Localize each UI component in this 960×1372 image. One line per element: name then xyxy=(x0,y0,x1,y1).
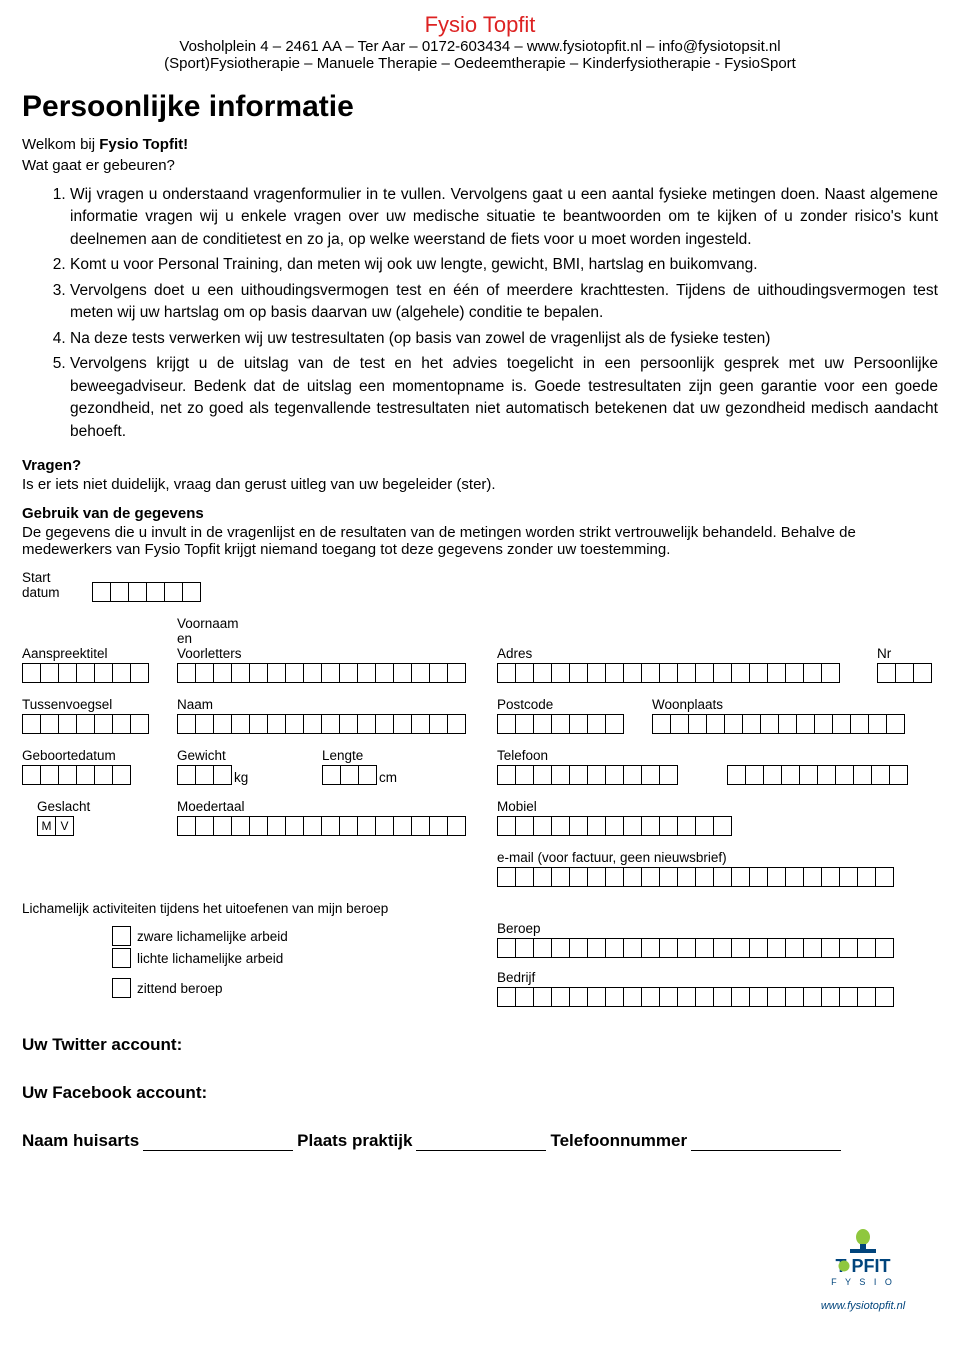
input-geslacht-v[interactable]: V xyxy=(55,816,74,836)
input-geboortedatum[interactable] xyxy=(22,765,177,785)
label-zittend: zittend beroep xyxy=(137,981,223,996)
unit-kg: kg xyxy=(234,770,248,785)
label-geboortedatum: Geboortedatum xyxy=(22,748,177,763)
step-3: Vervolgens doet u een uithoudingsvermoge… xyxy=(70,280,938,325)
label-zware: zware lichamelijke arbeid xyxy=(137,929,288,944)
input-telefoon-2[interactable] xyxy=(727,765,908,785)
usage-body: De gegevens die u invult in de vragenlij… xyxy=(22,524,938,558)
input-naam[interactable] xyxy=(177,714,497,734)
input-geslacht-m[interactable]: M xyxy=(37,816,56,836)
step-2: Komt u voor Personal Training, dan meten… xyxy=(70,254,938,276)
input-tussenvoegsel[interactable] xyxy=(22,714,177,734)
input-voornaam[interactable] xyxy=(177,663,497,683)
steps-list: Wij vragen u onderstaand vragenformulier… xyxy=(22,184,938,443)
checkbox-zware[interactable] xyxy=(112,926,131,946)
input-aanspreektitel[interactable] xyxy=(22,663,177,683)
input-email[interactable] xyxy=(497,867,894,887)
input-telefoon-1[interactable] xyxy=(497,765,727,785)
unit-cm: cm xyxy=(379,770,397,785)
step-1: Wij vragen u onderstaand vragenformulier… xyxy=(70,184,938,251)
label-geslacht: Geslacht xyxy=(37,799,177,814)
label-voornaam: Voornaam en Voorletters xyxy=(177,616,497,661)
welcome-line: Welkom bij Fysio Topfit! xyxy=(22,136,938,153)
input-gewicht[interactable] xyxy=(177,765,232,785)
svg-text:F Y S I O: F Y S I O xyxy=(831,1277,895,1287)
label-woonplaats: Woonplaats xyxy=(652,697,905,712)
footer-fields: Naam huisarts Plaats praktijk Telefoonnu… xyxy=(22,1131,938,1151)
label-start-datum: Start datum xyxy=(22,570,92,600)
step-4: Na deze tests verwerken wij uw testresul… xyxy=(70,328,938,350)
label-nr: Nr xyxy=(877,646,932,661)
label-moedertaal: Moedertaal xyxy=(177,799,497,814)
label-lengte: Lengte xyxy=(322,748,377,763)
header-services: (Sport)Fysiotherapie – Manuele Therapie … xyxy=(22,55,938,72)
label-naam: Naam xyxy=(177,697,497,712)
input-moedertaal[interactable] xyxy=(177,816,497,836)
label-email: e-mail (voor factuur, geen nieuwsbrief) xyxy=(497,850,894,865)
questions-heading: Vragen? xyxy=(22,457,938,474)
input-start-datum[interactable] xyxy=(92,582,201,602)
label-activity: Lichamelijk activiteiten tijdens het uit… xyxy=(22,901,497,916)
label-lichte: lichte lichamelijke arbeid xyxy=(137,951,283,966)
input-adres[interactable] xyxy=(497,663,877,683)
label-gewicht: Gewicht xyxy=(177,748,232,763)
input-lengte[interactable] xyxy=(322,765,377,785)
input-beroep[interactable] xyxy=(497,938,894,958)
input-mobiel[interactable] xyxy=(497,816,732,836)
header-contact: Vosholplein 4 – 2461 AA – Ter Aar – 0172… xyxy=(22,38,938,55)
twitter-line: Uw Twitter account: xyxy=(22,1035,938,1055)
label-mobiel: Mobiel xyxy=(497,799,732,814)
what-happens: Wat gaat er gebeuren? xyxy=(22,157,938,174)
brand-logo: T PFIT F Y S I O www.fysiotopfit.nl xyxy=(818,1227,908,1312)
label-adres: Adres xyxy=(497,646,877,661)
input-woonplaats[interactable] xyxy=(652,714,905,734)
input-postcode[interactable] xyxy=(497,714,652,734)
usage-heading: Gebruik van de gegevens xyxy=(22,505,938,522)
logo-url: www.fysiotopfit.nl xyxy=(818,1300,908,1312)
label-beroep: Beroep xyxy=(497,921,894,936)
input-bedrijf[interactable] xyxy=(497,987,894,1007)
checkbox-zittend[interactable] xyxy=(112,978,131,998)
step-5: Vervolgens krijgt u de uitslag van de te… xyxy=(70,353,938,443)
questions-body: Is er iets niet duidelijk, vraag dan ger… xyxy=(22,476,938,493)
label-telefoon: Telefoon xyxy=(497,748,727,763)
label-tussenvoegsel: Tussenvoegsel xyxy=(22,697,177,712)
label-postcode: Postcode xyxy=(497,697,652,712)
label-bedrijf: Bedrijf xyxy=(497,970,894,985)
input-nr[interactable] xyxy=(877,663,932,683)
brand-title: Fysio Topfit xyxy=(22,12,938,38)
label-aanspreektitel: Aanspreektitel xyxy=(22,646,177,661)
page-title: Persoonlijke informatie xyxy=(22,90,938,124)
facebook-line: Uw Facebook account: xyxy=(22,1083,938,1103)
checkbox-lichte[interactable] xyxy=(112,948,131,968)
